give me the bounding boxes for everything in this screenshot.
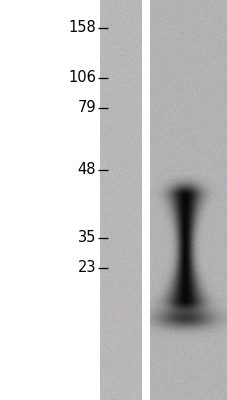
Text: 79: 79 [77,100,96,116]
Text: 106: 106 [68,70,96,86]
Text: 48: 48 [77,162,96,178]
Text: 23: 23 [77,260,96,276]
Text: 35: 35 [77,230,96,246]
Text: 158: 158 [68,20,96,36]
